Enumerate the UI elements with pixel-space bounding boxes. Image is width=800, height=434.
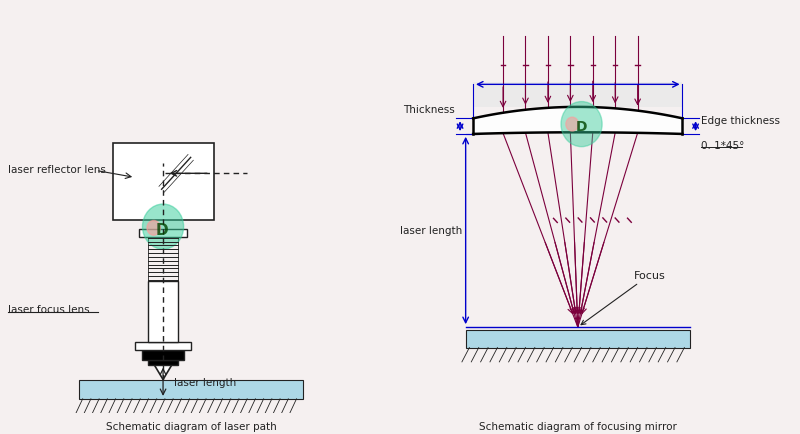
FancyBboxPatch shape bbox=[473, 83, 682, 108]
Text: D: D bbox=[576, 120, 587, 134]
Circle shape bbox=[147, 221, 161, 236]
Text: Focus: Focus bbox=[581, 270, 666, 325]
Text: laser length: laser length bbox=[174, 378, 237, 388]
FancyBboxPatch shape bbox=[135, 342, 191, 350]
Text: Schematic diagram of focusing mirror: Schematic diagram of focusing mirror bbox=[479, 421, 677, 431]
Text: laser focus lens: laser focus lens bbox=[8, 304, 90, 314]
Text: laser length: laser length bbox=[400, 226, 462, 236]
Text: Thickness: Thickness bbox=[402, 105, 454, 115]
FancyBboxPatch shape bbox=[148, 281, 178, 342]
Polygon shape bbox=[473, 108, 682, 135]
Polygon shape bbox=[154, 364, 173, 380]
Text: D: D bbox=[156, 223, 168, 237]
Text: Edge thickness: Edge thickness bbox=[701, 116, 780, 126]
Text: laser reflector lens: laser reflector lens bbox=[8, 165, 106, 175]
Text: 0. 1*45°: 0. 1*45° bbox=[701, 140, 745, 150]
Circle shape bbox=[561, 102, 602, 147]
FancyBboxPatch shape bbox=[142, 350, 184, 360]
Circle shape bbox=[566, 118, 578, 132]
FancyBboxPatch shape bbox=[148, 360, 178, 365]
FancyBboxPatch shape bbox=[113, 143, 214, 221]
FancyBboxPatch shape bbox=[138, 229, 187, 237]
FancyBboxPatch shape bbox=[466, 331, 690, 348]
FancyBboxPatch shape bbox=[79, 381, 303, 399]
Circle shape bbox=[142, 204, 184, 250]
Text: Schematic diagram of laser path: Schematic diagram of laser path bbox=[106, 421, 277, 431]
